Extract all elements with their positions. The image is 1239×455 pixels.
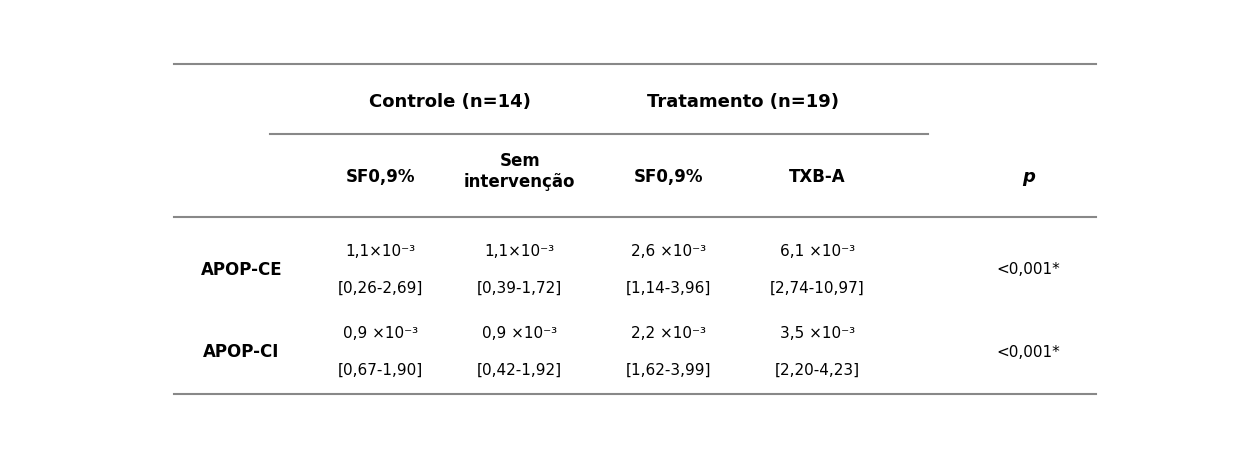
Text: [2,20-4,23]: [2,20-4,23] [774,363,860,377]
Text: 0,9 ×10⁻³: 0,9 ×10⁻³ [482,326,558,341]
Text: SF0,9%: SF0,9% [634,167,704,185]
Text: <0,001*: <0,001* [997,344,1061,359]
Text: 1,1×10⁻³: 1,1×10⁻³ [346,243,415,258]
Text: 2,2 ×10⁻³: 2,2 ×10⁻³ [631,326,706,341]
Text: [0,67-1,90]: [0,67-1,90] [338,363,424,377]
Text: intervenção: intervenção [465,172,575,190]
Text: [1,14-3,96]: [1,14-3,96] [626,280,711,295]
Text: p: p [1022,167,1035,185]
Text: APOP-CI: APOP-CI [203,343,280,360]
Text: 3,5 ×10⁻³: 3,5 ×10⁻³ [779,326,855,341]
Text: <0,001*: <0,001* [997,262,1061,277]
Text: [2,74-10,97]: [2,74-10,97] [771,280,865,295]
Text: 0,9 ×10⁻³: 0,9 ×10⁻³ [343,326,418,341]
Text: [0,26-2,69]: [0,26-2,69] [338,280,424,295]
Text: [0,39-1,72]: [0,39-1,72] [477,280,563,295]
Text: 2,6 ×10⁻³: 2,6 ×10⁻³ [631,243,706,258]
Text: Sem: Sem [499,152,540,169]
Text: Tratamento (n=19): Tratamento (n=19) [647,93,839,111]
Text: 6,1 ×10⁻³: 6,1 ×10⁻³ [779,243,855,258]
Text: 1,1×10⁻³: 1,1×10⁻³ [484,243,555,258]
Text: [0,42-1,92]: [0,42-1,92] [477,363,563,377]
Text: SF0,9%: SF0,9% [346,167,415,185]
Text: APOP-CE: APOP-CE [201,260,282,278]
Text: Controle (n=14): Controle (n=14) [369,93,532,111]
Text: [1,62-3,99]: [1,62-3,99] [626,363,711,377]
Text: TXB-A: TXB-A [789,167,846,185]
